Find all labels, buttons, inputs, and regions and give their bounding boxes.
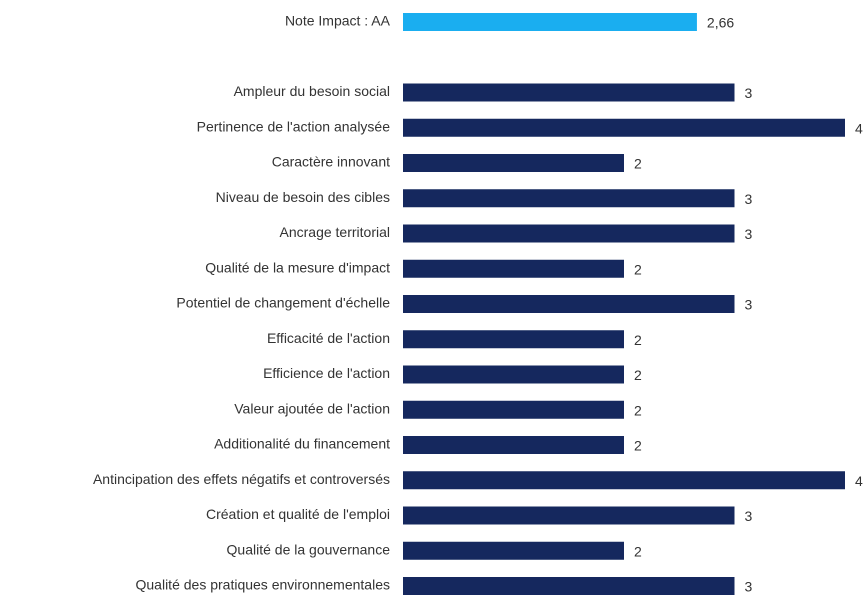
category-label: Valeur ajoutée de l'action: [234, 400, 390, 416]
category-label: Qualité de la mesure d'impact: [205, 259, 390, 275]
value-label: 2: [634, 156, 642, 172]
value-label: 3: [745, 191, 753, 207]
category-label: Qualité des pratiques environnementales: [136, 577, 391, 593]
bar: [403, 189, 735, 208]
category-label: Note Impact : AA: [285, 13, 391, 29]
bar: [403, 541, 624, 560]
category-label: Ampleur du besoin social: [234, 83, 390, 99]
value-label: 4: [855, 120, 863, 136]
category-label: Niveau de besoin des cibles: [216, 189, 390, 205]
value-label: 2: [634, 261, 642, 277]
bar: [403, 577, 735, 595]
category-label: Additionalité du financement: [214, 436, 390, 452]
category-label: Qualité de la gouvernance: [227, 541, 391, 557]
category-label: Efficience de l'action: [263, 365, 390, 381]
bar: [403, 83, 735, 102]
value-label: 2: [634, 332, 642, 348]
bar: [403, 154, 624, 172]
value-label: 3: [745, 85, 753, 101]
category-label: Potentiel de changement d'échelle: [176, 295, 390, 311]
bar: [403, 330, 624, 349]
category-label: Efficacité de l'action: [267, 330, 390, 346]
value-label: 4: [855, 473, 863, 489]
bar: [403, 365, 624, 384]
value-label: 2: [634, 402, 642, 418]
value-label: 2: [634, 438, 642, 454]
category-label: Création et qualité de l'emploi: [206, 506, 390, 522]
value-label: 3: [745, 226, 753, 242]
value-label: 2,66: [707, 15, 734, 31]
value-label: 3: [745, 508, 753, 524]
bar: [403, 471, 845, 490]
bar: [403, 118, 845, 137]
bar: [403, 506, 735, 525]
value-label: 3: [745, 579, 753, 595]
bar: [403, 224, 735, 243]
value-label: 3: [745, 297, 753, 313]
category-label: Antincipation des effets négatifs et con…: [93, 471, 390, 487]
bar: [403, 259, 624, 278]
category-label: Pertinence de l'action analysée: [197, 118, 391, 134]
value-label: 2: [634, 543, 642, 559]
category-label: Ancrage territorial: [280, 224, 391, 240]
bar: [403, 436, 624, 454]
bar: [403, 13, 697, 31]
value-label: 2: [634, 367, 642, 383]
bar: [403, 295, 735, 313]
category-label: Caractère innovant: [272, 154, 390, 170]
bar: [403, 400, 624, 419]
